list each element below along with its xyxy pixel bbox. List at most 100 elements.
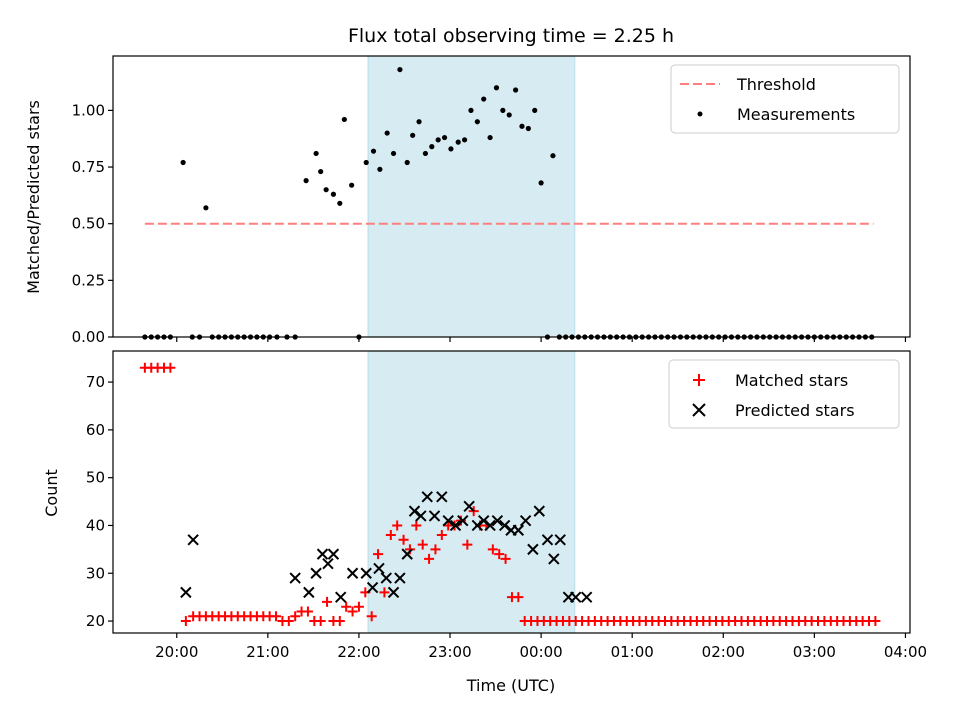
matched-star-point: [373, 549, 384, 560]
predicted-star-point: [415, 510, 427, 522]
measurement-point: [384, 130, 390, 136]
predicted-star-point: [570, 591, 582, 603]
predicted-star-point: [373, 562, 385, 575]
y-tick-label: 0.75: [72, 158, 105, 176]
predicted-star-point: [366, 581, 379, 594]
y-tick-label: 20: [86, 612, 105, 630]
measurement-point: [512, 87, 519, 93]
measurement-point: [203, 205, 209, 211]
matched-star-point: [436, 530, 447, 541]
legend-predicted-label: Predicted stars: [735, 401, 855, 420]
legend-measurements-label: Measurements: [737, 105, 855, 124]
matched-star-point: [379, 587, 390, 598]
matched-star-point: [462, 539, 473, 550]
matched-star-point: [487, 544, 498, 555]
x-tick-label: 02:00: [702, 643, 745, 661]
predicted-star-point: [346, 567, 359, 579]
x-tick-label: 00:00: [519, 643, 562, 661]
predicted-star-point: [322, 557, 334, 570]
predicted-star-point: [484, 519, 496, 532]
matched-star-point: [353, 601, 364, 612]
predicted-star-point: [519, 514, 532, 527]
legend-predicted-swatch: [692, 403, 706, 417]
legend-matched-swatch: [693, 374, 705, 386]
predicted-star-point: [180, 586, 192, 599]
predicted-star-point: [310, 567, 322, 579]
measurement-point: [404, 159, 410, 166]
x-axis-label: Time (UTC): [466, 676, 555, 695]
predicted-stars-points: [180, 491, 593, 603]
measurement-point: [416, 119, 422, 125]
legend-threshold-label: Threshold: [736, 75, 816, 94]
predicted-star-point: [580, 591, 593, 603]
top-panel: 0.00 0.25 0.50 0.75 1.00 Flux total observin…: [24, 25, 911, 346]
measurement-point: [341, 116, 347, 123]
matched-star-point: [398, 534, 409, 545]
top-legend-box: [670, 64, 900, 134]
predicted-star-point: [463, 500, 475, 513]
predicted-star-point: [498, 519, 511, 532]
measurement-point: [330, 191, 337, 197]
y-tick-label: 0.50: [72, 215, 105, 233]
matched-star-point: [366, 611, 377, 622]
predicted-star-point: [380, 572, 392, 584]
predicted-star-point: [478, 514, 490, 527]
matched-star-point: [180, 616, 191, 627]
predicted-star-point: [387, 586, 400, 599]
top-legend: Threshold Measurements: [670, 64, 900, 134]
x-tick-label: 04:00: [884, 643, 927, 661]
predicted-star-point: [421, 491, 433, 503]
predicted-star-point: [428, 510, 441, 522]
matched-star-point: [494, 549, 505, 560]
x-tick-label: 20:00: [155, 643, 198, 661]
predicted-star-point: [548, 553, 560, 565]
measurement-point: [435, 137, 441, 143]
measurement-point: [487, 134, 493, 141]
matched-star-point: [165, 362, 176, 373]
measurement-point: [441, 134, 448, 141]
measurement-point: [481, 96, 487, 102]
bottom-y-axis-label: Count: [42, 469, 61, 517]
measurement-point: [422, 150, 429, 157]
chart-title: Flux total observing time = 2.25 h: [348, 25, 674, 47]
predicted-star-point: [436, 491, 448, 503]
measurement-point: [377, 166, 383, 172]
predicted-star-point: [512, 524, 525, 536]
matched-star-point: [500, 553, 511, 564]
predicted-star-point: [316, 548, 329, 560]
measurement-point: [448, 146, 454, 152]
measurement-point: [493, 85, 500, 91]
predicted-star-point: [335, 591, 347, 603]
measurement-point: [461, 137, 468, 143]
y-tick-label: 0.00: [72, 328, 105, 346]
matched-star-point: [302, 606, 313, 617]
measurement-point: [429, 144, 435, 150]
predicted-star-point: [442, 514, 454, 527]
matched-star-point: [341, 601, 352, 612]
measurement-point: [349, 182, 355, 188]
predicted-star-point: [360, 567, 372, 579]
predicted-star-point: [289, 572, 301, 584]
measurement-point: [180, 159, 186, 166]
predicted-star-point: [533, 505, 545, 517]
y-tick-label: 30: [86, 564, 105, 582]
measurement-point: [538, 180, 544, 186]
predicted-star-point: [303, 586, 315, 599]
measurement-point: [313, 150, 319, 157]
matched-star-point: [322, 596, 333, 607]
measurement-point: [500, 107, 506, 113]
matched-star-point: [283, 616, 294, 627]
top-y-axis-label: Matched/Predicted stars: [24, 100, 43, 294]
x-tick-label: 22:00: [337, 643, 380, 661]
measurement-point: [390, 150, 397, 157]
matched-star-point: [347, 606, 358, 617]
matched-star-point: [271, 611, 282, 622]
x-tick-label: 01:00: [611, 643, 654, 661]
observing-span-bottom: [367, 350, 576, 634]
measurement-point: [337, 200, 343, 206]
predicted-star-point: [187, 534, 199, 546]
matched-star-point: [513, 592, 524, 603]
y-tick-label: 60: [86, 421, 105, 439]
measurement-point: [303, 178, 309, 184]
matched-star-point: [411, 520, 422, 531]
